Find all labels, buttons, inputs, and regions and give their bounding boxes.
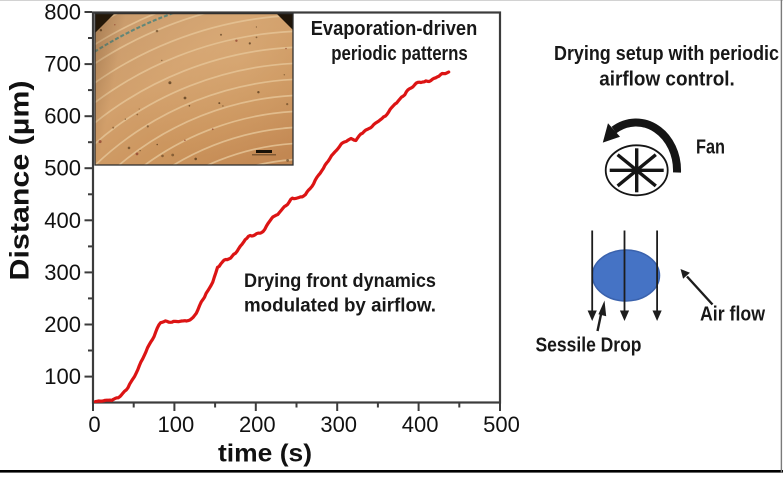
svg-text:200: 200 (44, 312, 81, 337)
svg-text:200: 200 (239, 412, 276, 437)
svg-text:Fan: Fan (696, 137, 725, 159)
svg-text:Air flow: Air flow (700, 304, 765, 326)
svg-text:100: 100 (158, 412, 195, 437)
svg-text:300: 300 (44, 260, 81, 285)
svg-text:100: 100 (44, 364, 81, 389)
svg-text:400: 400 (44, 208, 81, 233)
svg-text:800: 800 (44, 0, 81, 25)
svg-text:Sessile Drop: Sessile Drop (536, 335, 642, 357)
svg-text:700: 700 (44, 52, 81, 77)
svg-text:0: 0 (88, 412, 100, 437)
svg-text:600: 600 (44, 104, 81, 129)
svg-text:Drying front dynamics: Drying front dynamics (244, 271, 436, 292)
svg-text:300: 300 (320, 412, 357, 437)
svg-text:Distance (µm): Distance (µm) (5, 81, 35, 281)
svg-text:Evaporation-driven: Evaporation-driven (311, 18, 478, 40)
svg-text:Drying setup with periodic: Drying setup with periodic (554, 43, 779, 65)
svg-text:periodic patterns: periodic patterns (331, 43, 468, 65)
svg-text:500: 500 (44, 156, 81, 181)
svg-text:400: 400 (402, 412, 439, 437)
svg-text:modulated by airflow.: modulated by airflow. (244, 296, 436, 317)
svg-text:airflow control.: airflow control. (599, 69, 735, 91)
svg-text:time (s): time (s) (218, 440, 312, 468)
svg-text:500: 500 (483, 412, 520, 437)
